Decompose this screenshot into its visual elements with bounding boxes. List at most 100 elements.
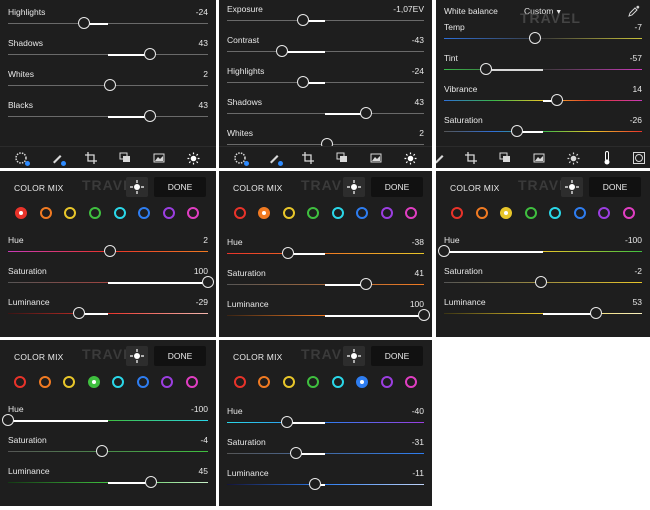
swatch-magenta[interactable] — [623, 207, 635, 219]
swatch-blue[interactable] — [137, 376, 149, 388]
luminance-slider[interactable]: Luminance 100 — [219, 299, 432, 329]
luminance-slider[interactable]: Luminance 45 — [0, 466, 216, 496]
contrast-slider[interactable]: Contrast -43 — [219, 35, 432, 65]
crop-icon[interactable] — [301, 151, 315, 165]
swatch-red[interactable] — [234, 207, 246, 219]
hue-slider[interactable]: Hue -38 — [219, 237, 432, 267]
slider-knob[interactable] — [281, 416, 293, 428]
swatch-purple[interactable] — [161, 376, 173, 388]
layers-icon[interactable] — [335, 151, 349, 165]
swatch-orange[interactable] — [39, 376, 51, 388]
highlights-slider[interactable]: Highlights -24 — [0, 7, 216, 37]
swatch-green[interactable] — [88, 376, 100, 388]
saturation-slider[interactable]: Saturation -26 — [436, 115, 650, 145]
slider-knob[interactable] — [104, 79, 116, 91]
temp-slider[interactable]: Temp -7 — [436, 22, 650, 52]
swatch-aqua[interactable] — [549, 207, 561, 219]
swatch-purple[interactable] — [598, 207, 610, 219]
healing-icon[interactable] — [50, 151, 66, 166]
eyedropper-icon[interactable] — [628, 4, 640, 17]
blacks-slider[interactable]: Blacks 43 — [0, 100, 216, 130]
light-icon[interactable] — [566, 151, 580, 165]
color-temperature-icon[interactable] — [600, 151, 614, 165]
swatch-orange[interactable] — [258, 207, 270, 219]
done-button[interactable]: DONE — [589, 177, 641, 197]
targeted-adjustment-button[interactable] — [343, 346, 365, 366]
presets-icon[interactable] — [233, 151, 249, 166]
crop-icon[interactable] — [464, 151, 478, 165]
saturation-slider[interactable]: Saturation 100 — [0, 266, 216, 296]
swatch-magenta[interactable] — [186, 376, 198, 388]
swatch-blue[interactable] — [138, 207, 150, 219]
healing-icon[interactable] — [436, 151, 446, 165]
swatch-magenta[interactable] — [405, 207, 417, 219]
vibrance-slider[interactable]: Vibrance 14 — [436, 84, 650, 114]
shadows-slider[interactable]: Shadows 43 — [219, 97, 432, 127]
slider-knob[interactable] — [360, 278, 372, 290]
hue-slider[interactable]: Hue -100 — [436, 235, 650, 265]
presets-icon[interactable] — [14, 151, 30, 166]
slider-knob[interactable] — [104, 245, 116, 257]
slider-knob[interactable] — [282, 247, 294, 259]
done-button[interactable]: DONE — [371, 177, 423, 197]
swatch-green[interactable] — [307, 376, 319, 388]
luminance-slider[interactable]: Luminance -11 — [219, 468, 432, 498]
light-icon[interactable] — [403, 151, 417, 165]
done-button[interactable]: DONE — [154, 177, 206, 197]
image-icon[interactable] — [532, 151, 546, 165]
slider-knob[interactable] — [418, 309, 430, 321]
hue-slider[interactable]: Hue -100 — [0, 404, 216, 434]
hue-slider[interactable]: Hue -40 — [219, 406, 432, 436]
targeted-adjustment-button[interactable] — [343, 177, 365, 197]
slider-knob[interactable] — [144, 110, 156, 122]
white-balance-dropdown[interactable]: Custom ▼ — [524, 6, 562, 16]
targeted-adjustment-button[interactable] — [126, 177, 148, 197]
done-button[interactable]: DONE — [371, 346, 423, 366]
tint-slider[interactable]: Tint -57 — [436, 53, 650, 83]
swatch-blue[interactable] — [356, 207, 368, 219]
saturation-slider[interactable]: Saturation -4 — [0, 435, 216, 465]
luminance-slider[interactable]: Luminance -29 — [0, 297, 216, 327]
slider-knob[interactable] — [590, 307, 602, 319]
swatch-yellow[interactable] — [63, 376, 75, 388]
swatch-purple[interactable] — [381, 376, 393, 388]
slider-knob[interactable] — [297, 14, 309, 26]
slider-knob[interactable] — [480, 63, 492, 75]
healing-icon[interactable] — [267, 151, 283, 166]
image-icon[interactable] — [369, 151, 383, 165]
vignette-icon[interactable] — [632, 151, 646, 165]
swatch-purple[interactable] — [163, 207, 175, 219]
slider-knob[interactable] — [297, 76, 309, 88]
slider-knob[interactable] — [309, 478, 321, 490]
saturation-slider[interactable]: Saturation 41 — [219, 268, 432, 298]
swatch-green[interactable] — [525, 207, 537, 219]
slider-knob[interactable] — [276, 45, 288, 57]
whites-slider[interactable]: Whites 2 — [0, 69, 216, 99]
swatch-orange[interactable] — [40, 207, 52, 219]
slider-knob[interactable] — [290, 447, 302, 459]
slider-knob[interactable] — [2, 414, 14, 426]
slider-knob[interactable] — [78, 17, 90, 29]
slider-knob[interactable] — [529, 32, 541, 44]
slider-knob[interactable] — [145, 476, 157, 488]
shadows-slider[interactable]: Shadows 43 — [0, 38, 216, 68]
swatch-aqua[interactable] — [332, 376, 344, 388]
slider-knob[interactable] — [202, 276, 214, 288]
swatch-yellow[interactable] — [283, 376, 295, 388]
swatch-green[interactable] — [89, 207, 101, 219]
highlights-slider[interactable]: Highlights -24 — [219, 66, 432, 96]
swatch-red[interactable] — [15, 207, 27, 219]
targeted-adjustment-button[interactable] — [126, 346, 148, 366]
saturation-slider[interactable]: Saturation -31 — [219, 437, 432, 467]
swatch-red[interactable] — [234, 376, 246, 388]
swatch-orange[interactable] — [258, 376, 270, 388]
slider-knob[interactable] — [73, 307, 85, 319]
slider-knob[interactable] — [535, 276, 547, 288]
swatch-yellow[interactable] — [64, 207, 76, 219]
swatch-aqua[interactable] — [112, 376, 124, 388]
layers-icon[interactable] — [118, 151, 132, 165]
swatch-orange[interactable] — [476, 207, 488, 219]
slider-knob[interactable] — [551, 94, 563, 106]
done-button[interactable]: DONE — [154, 346, 206, 366]
image-icon[interactable] — [152, 151, 166, 165]
